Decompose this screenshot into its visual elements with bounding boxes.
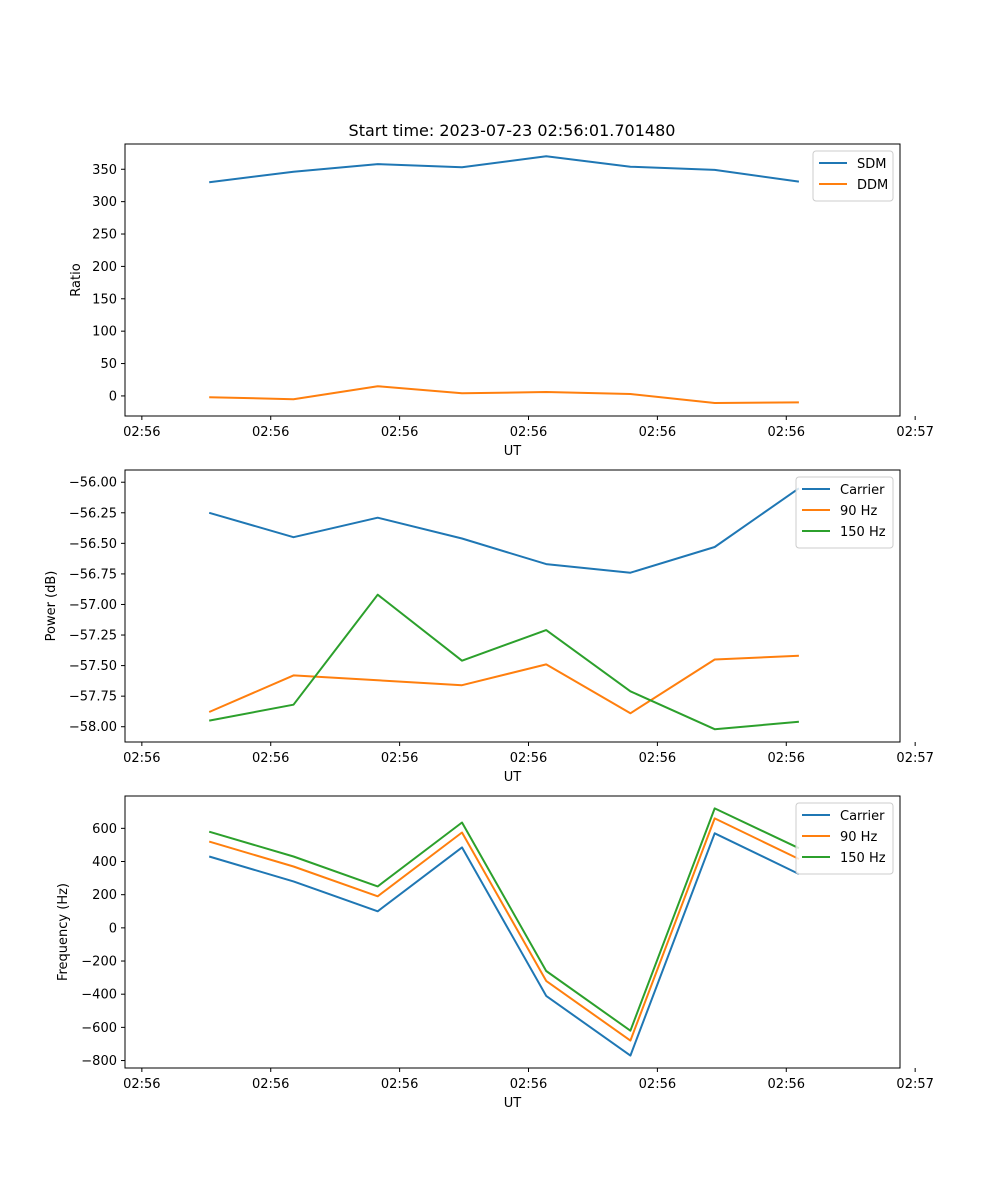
series-line-carrier — [208, 487, 800, 574]
x-tick-label: 02:56 — [768, 425, 805, 440]
x-tick-label: 02:56 — [510, 1077, 547, 1092]
x-tick-label: 02:56 — [510, 425, 547, 440]
series-line-ddm — [209, 385, 799, 404]
x-tick-label: 02:56 — [252, 425, 289, 440]
x-axis-label: UT — [504, 1096, 522, 1111]
series-line-90-hz — [208, 817, 800, 1042]
y-tick-label: 0 — [109, 389, 117, 404]
x-tick-label: 02:56 — [381, 425, 418, 440]
axes-frame — [124, 143, 901, 417]
y-tick-label: −200 — [81, 955, 117, 970]
x-tick-label: 02:56 — [510, 751, 547, 766]
legend: SDM DDM — [812, 150, 894, 202]
y-tick-label: −58.00 — [69, 720, 117, 735]
x-tick-label: 02:57 — [896, 1077, 933, 1092]
x-tick-label: 02:56 — [252, 751, 289, 766]
y-tick-label: 350 — [92, 163, 117, 178]
y-tick-label: −800 — [81, 1054, 117, 1069]
series-line-150-hz — [208, 807, 800, 1032]
legend-label: Carrier — [840, 809, 885, 824]
y-tick-label: −57.25 — [69, 629, 117, 644]
y-tick-label: −56.50 — [69, 537, 117, 552]
y-tick-label: 250 — [92, 228, 117, 243]
y-tick-label: −57.00 — [69, 598, 117, 613]
legend-label: 90 Hz — [840, 830, 877, 845]
legend-label: SDM — [857, 157, 886, 172]
legend-label: Carrier — [840, 483, 885, 498]
legend-label: 90 Hz — [840, 504, 877, 519]
x-tick-label: 02:56 — [639, 425, 676, 440]
ratio-panel: 02:56 02:56 02:56 02:56 02:56 02:56 02:57 0 50 10… — [69, 143, 934, 459]
x-axis-label: UT — [504, 444, 522, 459]
x-axis-label: UT — [504, 770, 522, 785]
y-tick-label: 50 — [100, 357, 117, 372]
y-tick-label: 600 — [92, 822, 117, 837]
legend-label: 150 Hz — [840, 851, 886, 866]
power-panel: 02:56 02:56 02:56 02:56 02:56 02:56 02:57 −58.0… — [44, 469, 934, 785]
x-tick-label: 02:56 — [768, 1077, 805, 1092]
y-tick-label: −400 — [81, 988, 117, 1003]
y-tick-label: −57.50 — [69, 659, 117, 674]
y-tick-label: −56.75 — [69, 567, 117, 582]
legend-label: 150 Hz — [840, 525, 886, 540]
x-tick-label: 02:56 — [768, 751, 805, 766]
x-tick-label: 02:56 — [123, 751, 160, 766]
x-tick-label: 02:57 — [896, 751, 933, 766]
x-tick-label: 02:56 — [639, 751, 676, 766]
axes-frame — [124, 795, 901, 1069]
frequency-panel: 02:56 02:56 02:56 02:56 02:56 02:56 02:57 −800 −… — [56, 795, 934, 1111]
legend: Carrier 90 Hz 150 Hz — [795, 476, 894, 549]
y-tick-label: −57.75 — [69, 690, 117, 705]
y-tick-label: −600 — [81, 1021, 117, 1036]
x-tick-label: 02:56 — [381, 751, 418, 766]
y-tick-label: −56.00 — [69, 476, 117, 491]
y-tick-label: 150 — [92, 292, 117, 307]
legend: Carrier 90 Hz 150 Hz — [795, 802, 894, 875]
x-tick-label: 02:56 — [252, 1077, 289, 1092]
y-tick-label: 300 — [92, 195, 117, 210]
x-tick-label: 02:56 — [123, 1077, 160, 1092]
series-line-carrier — [208, 832, 800, 1057]
series-line-150-hz — [209, 593, 799, 731]
legend-label: DDM — [857, 178, 888, 193]
y-tick-label: 200 — [92, 888, 117, 903]
figure-title: Start time: 2023-07-23 02:56:01.701480 — [349, 121, 676, 140]
axes-frame — [124, 469, 901, 743]
y-axis-label: Power (dB) — [44, 571, 59, 642]
x-tick-label: 02:56 — [639, 1077, 676, 1092]
series-line-sdm — [209, 155, 800, 184]
x-tick-label: 02:56 — [123, 425, 160, 440]
y-tick-label: 0 — [109, 921, 117, 936]
x-tick-label: 02:57 — [896, 425, 933, 440]
y-tick-label: −56.25 — [69, 506, 117, 521]
y-axis-label: Ratio — [69, 263, 84, 296]
y-axis-label: Frequency (Hz) — [56, 883, 71, 981]
x-tick-label: 02:56 — [381, 1077, 418, 1092]
y-tick-label: 100 — [92, 325, 117, 340]
y-tick-label: 200 — [92, 260, 117, 275]
y-tick-label: 400 — [92, 855, 117, 870]
series-line-90-hz — [208, 654, 799, 715]
